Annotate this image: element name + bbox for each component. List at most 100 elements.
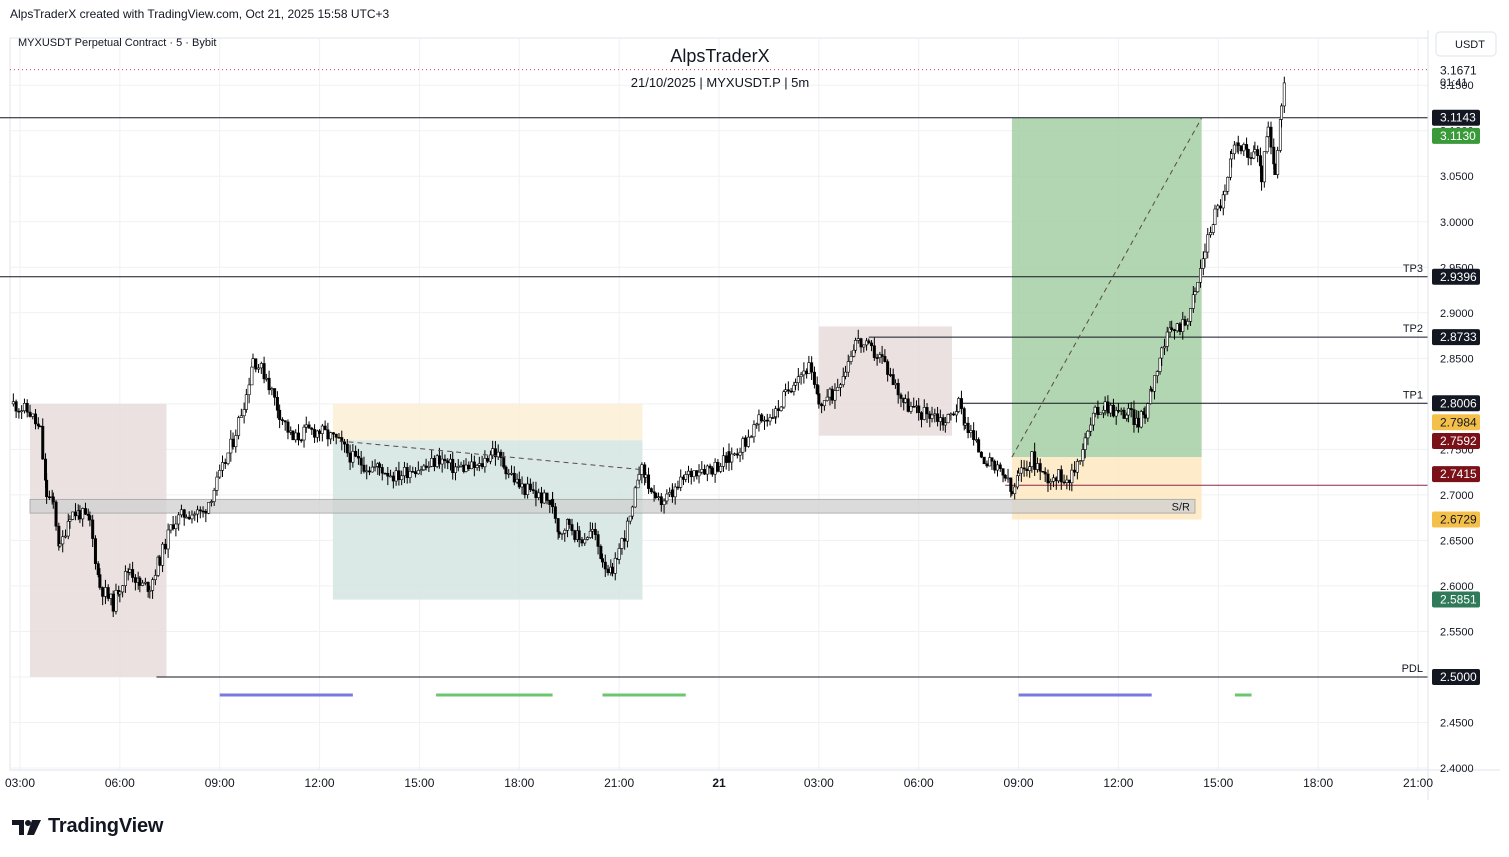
y-tick-label: 3.0500: [1440, 171, 1474, 183]
candle-body: [620, 538, 624, 549]
candle-body: [600, 558, 604, 563]
candle-body: [394, 470, 398, 482]
x-tick-label: 06:00: [105, 776, 135, 790]
candle-body: [815, 384, 819, 394]
candle-body: [1062, 481, 1066, 484]
tradingview-logo[interactable]: TradingView: [12, 815, 163, 838]
candle-body: [849, 355, 853, 362]
candle-body: [977, 439, 981, 453]
candle-body: [151, 579, 155, 591]
candle-body: [1083, 437, 1087, 450]
candle-body: [896, 382, 900, 396]
candle-body: [262, 363, 266, 380]
candle-body: [190, 514, 194, 520]
candle-body: [223, 462, 227, 464]
candle-body: [949, 413, 953, 416]
candle-body: [768, 417, 772, 422]
candle-body: [111, 593, 115, 612]
y-tick-label: 3.1500: [1440, 80, 1474, 92]
candle-body: [765, 419, 769, 422]
candle-body: [14, 401, 18, 412]
candle-body: [11, 401, 15, 405]
candle-body: [278, 409, 282, 420]
candle-body: [846, 361, 850, 373]
candle-body: [537, 492, 541, 498]
candle-body: [1160, 347, 1164, 359]
candle-body: [570, 524, 574, 531]
candle-body: [1223, 190, 1227, 196]
candle-body: [247, 384, 251, 396]
candle-body: [270, 388, 274, 391]
level-label: PDL: [1402, 663, 1423, 675]
candle-body: [443, 458, 447, 462]
candle-body: [859, 338, 863, 348]
candle-body: [1065, 479, 1069, 483]
candle-body: [825, 396, 829, 401]
candle-body: [957, 398, 961, 412]
bar-countdown: 01:41: [1440, 77, 1468, 89]
candle-body: [31, 413, 35, 417]
candle-body: [370, 466, 374, 473]
candle-body: [161, 543, 165, 566]
candle-body: [201, 510, 205, 513]
sr-band: [29, 498, 1196, 514]
candle-body: [1103, 401, 1107, 411]
chart-overlays: [219, 117, 1252, 697]
candle-body: [760, 414, 764, 422]
candle-body: [98, 574, 102, 588]
sr-band-label: S/R: [1172, 501, 1190, 513]
candle-body: [1111, 404, 1115, 417]
candle-body: [348, 452, 352, 463]
candle-body: [1216, 205, 1220, 210]
candle-body: [380, 467, 384, 474]
candle-body: [810, 362, 814, 373]
candle-body: [603, 561, 607, 570]
candle-body: [703, 469, 707, 475]
candle-body: [302, 426, 306, 441]
price-label-box: [1432, 591, 1480, 608]
y-tick-label: 2.5500: [1440, 626, 1474, 638]
candle-body: [453, 466, 457, 474]
candle-body: [254, 358, 258, 370]
candle-body: [198, 509, 202, 512]
candle-body: [1049, 481, 1053, 484]
candle-body: [315, 430, 319, 438]
candle-body: [1256, 149, 1260, 156]
candle-body: [337, 436, 341, 439]
candle-body: [779, 406, 783, 411]
candle-body: [990, 457, 994, 462]
chart-levels: TP3 TP2 TP1 PDL: [0, 69, 1428, 678]
x-tick-label: 18:00: [1303, 776, 1333, 790]
candle-body: [1282, 82, 1286, 107]
y-tick-label: 2.9000: [1440, 308, 1474, 320]
candle-body: [231, 438, 235, 448]
candle-body: [329, 432, 333, 440]
candle-body: [548, 500, 552, 505]
candle-body: [1017, 472, 1021, 477]
chart-credit: AlpsTraderX created with TradingView.com…: [10, 7, 390, 21]
candle-body: [1193, 291, 1197, 295]
candle-body: [267, 377, 271, 391]
candle-body: [1239, 145, 1243, 152]
candle-body: [662, 500, 666, 505]
candle-body: [193, 513, 197, 516]
currency-button[interactable]: USDT: [1435, 31, 1497, 57]
candle-body: [1152, 375, 1156, 392]
candle-body: [716, 461, 720, 472]
candle-body: [1230, 153, 1234, 160]
candle-body: [218, 469, 222, 478]
candle-body: [689, 470, 693, 478]
y-tick-label: 3.0000: [1440, 217, 1474, 229]
candle-body: [464, 464, 468, 472]
candle-body: [512, 472, 516, 483]
candle-body: [1132, 409, 1136, 425]
candle-body: [891, 374, 895, 386]
candle-body: [1253, 149, 1257, 153]
candle-body: [166, 529, 170, 550]
candle-body: [334, 433, 338, 438]
candle-body: [1075, 461, 1079, 473]
candle-body: [45, 479, 49, 498]
candle-body: [1093, 406, 1097, 414]
candle-body: [959, 398, 963, 409]
